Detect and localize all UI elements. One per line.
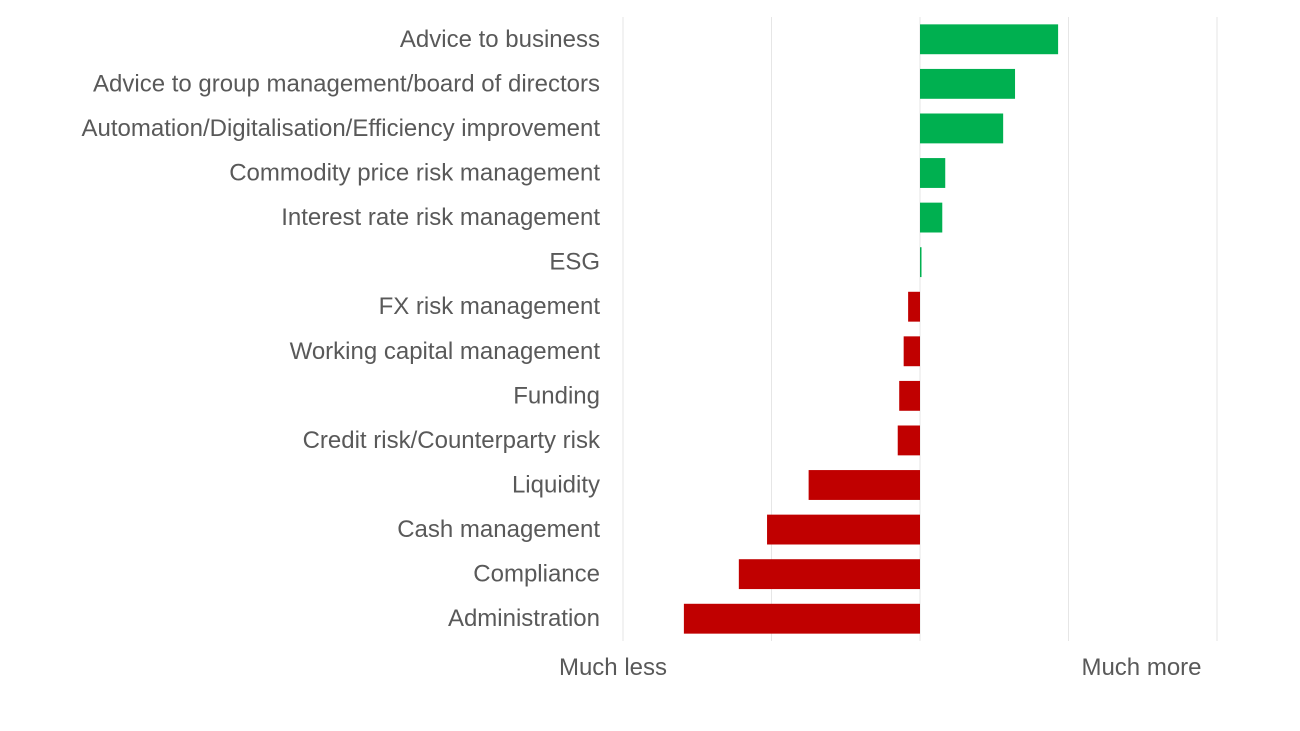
- bar: [920, 68, 1016, 99]
- category-label: Funding: [513, 382, 600, 409]
- category-labels: Advice to business Advice to group manage…: [82, 26, 601, 632]
- bars: [683, 24, 1059, 634]
- bar: [920, 202, 943, 233]
- x-axis-max-label: Much more: [1081, 654, 1201, 681]
- category-label: Credit risk/Counterparty risk: [303, 427, 601, 454]
- bar: [767, 514, 920, 545]
- bar: [903, 336, 920, 367]
- bar: [738, 559, 920, 590]
- category-label: ESG: [549, 249, 600, 276]
- category-label: Advice to business: [400, 26, 600, 53]
- category-label: Cash management: [397, 516, 600, 543]
- bar: [908, 291, 920, 322]
- gridlines: [622, 17, 1218, 641]
- bar: [808, 470, 920, 500]
- category-label: Compliance: [473, 561, 600, 588]
- bar: [920, 113, 1004, 144]
- category-label: Advice to group management/board of dire…: [93, 70, 600, 97]
- category-label: Administration: [448, 605, 600, 632]
- category-label: FX risk management: [379, 293, 601, 320]
- bar: [920, 24, 1059, 55]
- category-label: Commodity price risk management: [229, 160, 600, 187]
- bar: [897, 425, 920, 456]
- category-label: Automation/Digitalisation/Efficiency imp…: [82, 115, 601, 142]
- category-label: Liquidity: [512, 472, 600, 499]
- category-label: Interest rate risk management: [281, 204, 600, 231]
- bar: [899, 380, 920, 411]
- bar: [920, 158, 946, 188]
- x-axis-min-label: Much less: [559, 654, 667, 681]
- bar: [920, 247, 922, 278]
- category-label: Working capital management: [290, 338, 601, 365]
- bar: [683, 603, 920, 634]
